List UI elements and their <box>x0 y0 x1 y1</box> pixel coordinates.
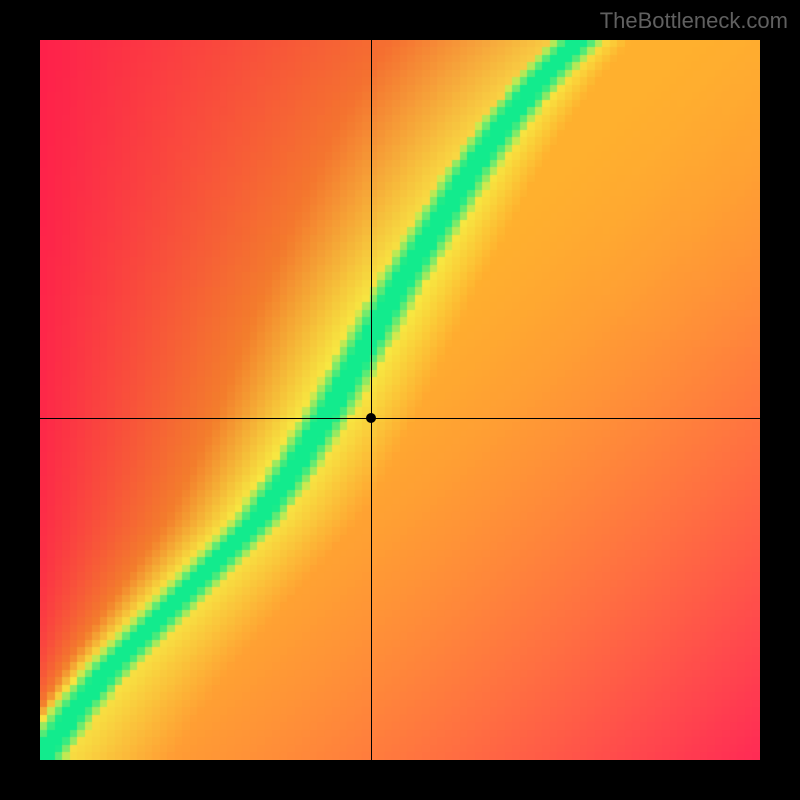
crosshair-vertical <box>371 40 372 760</box>
heatmap-canvas <box>40 40 760 760</box>
attribution-text: TheBottleneck.com <box>600 8 788 34</box>
marker-point <box>366 413 376 423</box>
crosshair-horizontal <box>40 418 760 419</box>
heatmap-chart <box>40 40 760 760</box>
